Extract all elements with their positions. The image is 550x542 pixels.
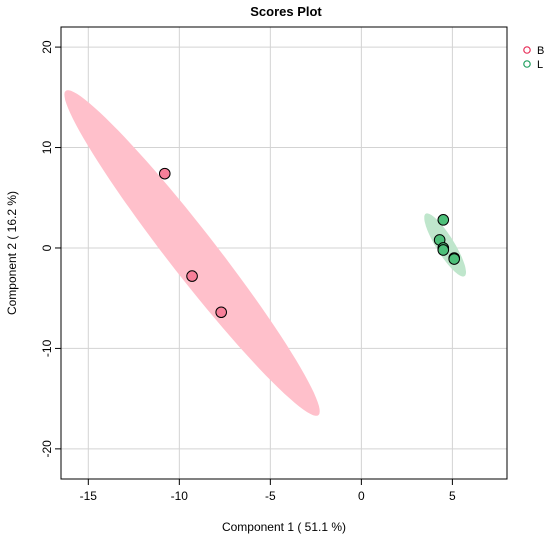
y-tick-label: -10 — [40, 339, 54, 357]
chart-title: Scores Plot — [250, 4, 322, 19]
data-point-B — [215, 306, 227, 319]
data-point-L — [448, 253, 461, 265]
x-tick-label: -15 — [80, 489, 98, 503]
legend-label: L — [537, 59, 543, 71]
legend-marker — [523, 60, 531, 68]
confidence-ellipses — [64, 90, 466, 416]
x-axis: -15 -10 -5 0 5 — [80, 479, 456, 503]
data-point-B — [186, 270, 198, 282]
legend: BL — [523, 45, 544, 71]
x-tick-label: -5 — [265, 489, 276, 503]
y-tick-label: 10 — [40, 141, 54, 155]
legend-label: B — [537, 45, 544, 57]
x-axis-label: Component 1 ( 51.1 %) — [222, 520, 346, 534]
y-axis: -20 -10 0 10 20 — [40, 40, 61, 458]
y-tick-label: 20 — [40, 40, 54, 54]
legend-marker — [523, 46, 531, 54]
confidence-ellipse-B — [64, 90, 320, 416]
x-tick-label: 5 — [449, 489, 456, 503]
data-point-L — [437, 244, 450, 256]
y-axis-label: Component 2 ( 16.2 %) — [5, 191, 19, 315]
data-point-L — [437, 214, 450, 226]
x-tick-label: 0 — [358, 489, 365, 503]
data-point-B — [158, 167, 171, 180]
y-tick-label: -20 — [40, 440, 54, 458]
plot-frame — [60, 26, 508, 480]
x-tick-label: -10 — [171, 489, 189, 503]
y-tick-label: 0 — [40, 244, 54, 251]
data-points — [158, 167, 461, 319]
